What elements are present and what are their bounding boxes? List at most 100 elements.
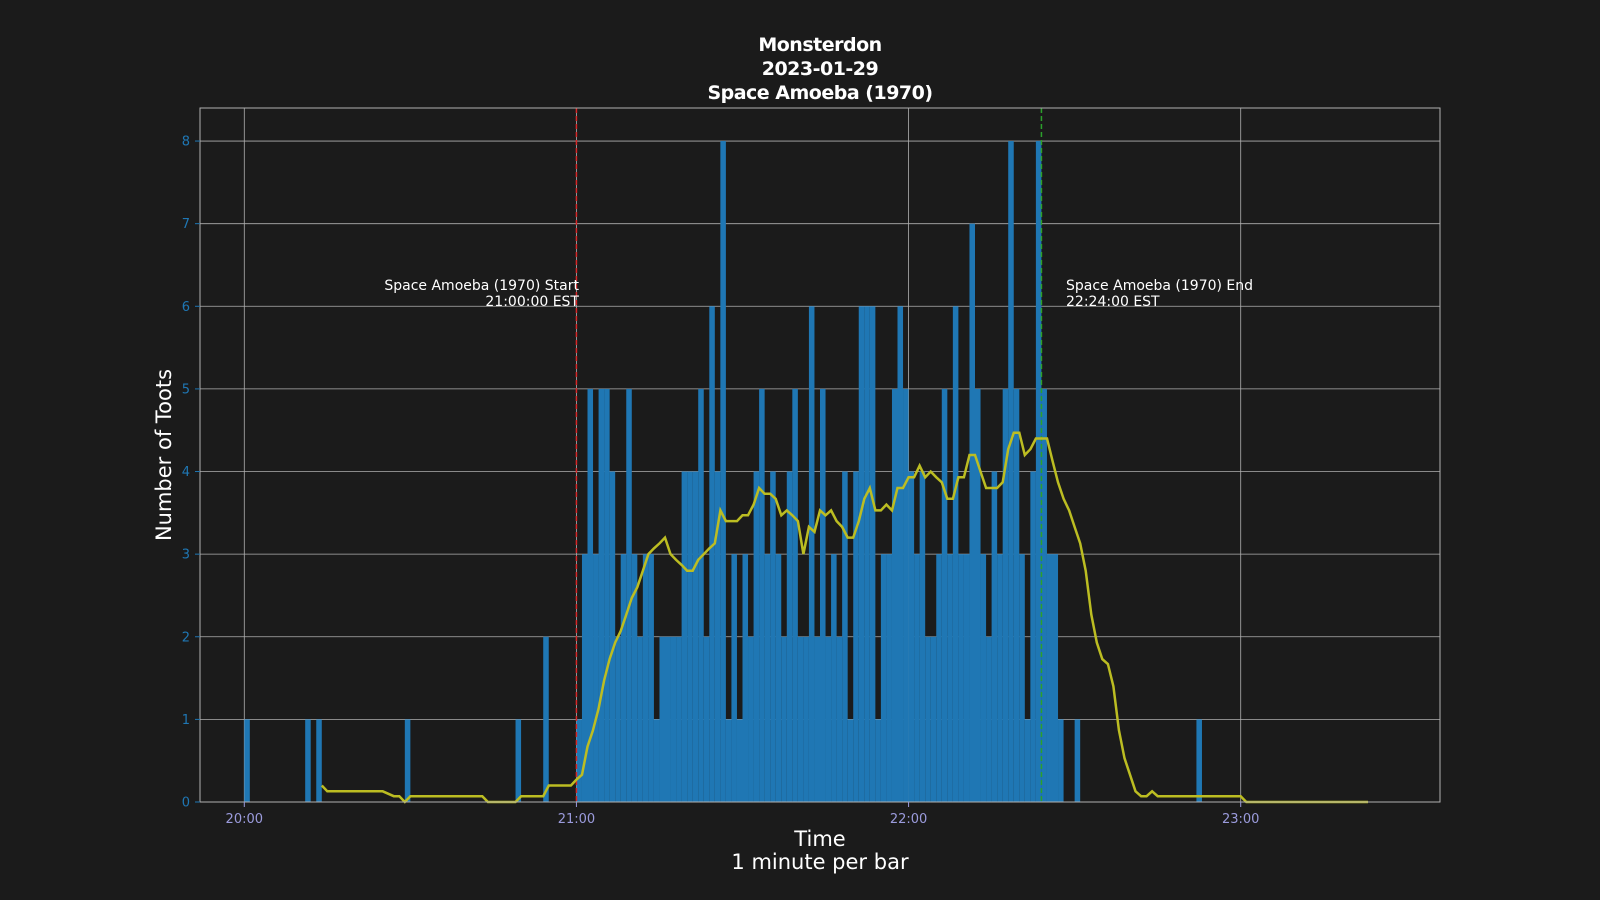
bar: [681, 471, 688, 802]
event-lines: [575, 108, 1043, 802]
bar: [687, 471, 693, 802]
bar: [1008, 141, 1014, 803]
bar: [853, 471, 859, 802]
rolling-average-line: [320, 431, 1368, 804]
bar: [930, 636, 937, 802]
bar: [775, 554, 782, 802]
bar: [648, 554, 654, 802]
bar: [316, 719, 322, 802]
bar: [753, 471, 760, 802]
rolling-average-series: [320, 431, 1368, 804]
bar: [925, 636, 931, 802]
bar: [742, 554, 749, 802]
bar: [404, 719, 411, 802]
y-tick-label: 0: [182, 796, 190, 811]
y-tick-label: 3: [182, 548, 190, 563]
bar: [831, 554, 837, 802]
y-tick-label: 2: [182, 630, 190, 645]
bar: [1035, 141, 1042, 803]
x-tick-label: 23:00: [1222, 812, 1259, 827]
end-annotation-line-1: Space Amoeba (1970) End: [1066, 278, 1253, 294]
x-tick-label: 22:00: [890, 812, 927, 827]
bar: [825, 636, 832, 802]
bar: [604, 388, 610, 802]
bar: [748, 636, 754, 802]
start-annotation-line-2: 21:00:00 EST: [485, 294, 579, 310]
bar: [897, 306, 904, 802]
bar: [665, 636, 671, 802]
bar: [786, 471, 793, 802]
bar: [576, 719, 582, 802]
bar: [963, 554, 970, 802]
plot-frame: [199, 107, 1441, 803]
x-axis-label-line-1: Time: [793, 827, 845, 851]
bar: [543, 636, 549, 802]
bar: [703, 636, 710, 802]
bar: [903, 388, 909, 802]
bar: [659, 636, 665, 802]
bar: [908, 471, 915, 802]
bar: [997, 554, 1003, 802]
bar: [919, 471, 926, 802]
bar: [620, 554, 627, 802]
bar: [698, 388, 704, 802]
bar: [1019, 554, 1025, 802]
bar: [880, 554, 887, 802]
x-tick-label: 21:00: [558, 812, 595, 827]
bar: [941, 388, 948, 802]
end-annotation-line-2: 22:24:00 EST: [1066, 294, 1160, 310]
bar: [1046, 554, 1053, 802]
bar: [1074, 719, 1081, 802]
bar: [1196, 719, 1202, 802]
bar: [781, 636, 787, 802]
bar: [1052, 554, 1059, 802]
bar: [720, 141, 726, 803]
bar: [1013, 388, 1020, 802]
bar: [958, 554, 964, 802]
bar: [653, 719, 660, 802]
y-axis-ticks: 0 1 2 3 4 5 6 7 8: [182, 135, 200, 811]
bar: [969, 223, 975, 802]
y-tick-label: 7: [182, 217, 190, 232]
bar: [936, 554, 942, 802]
bar: [1002, 388, 1009, 802]
bar: [847, 719, 854, 802]
bar: [1058, 719, 1064, 802]
bar: [731, 554, 737, 802]
x-tick-label: 20:00: [226, 812, 263, 827]
bar: [891, 388, 898, 802]
bar: [764, 554, 771, 802]
bar: [515, 719, 522, 802]
bar: [803, 636, 809, 802]
y-tick-label: 1: [182, 713, 190, 728]
bar: [581, 554, 588, 802]
bar: [814, 636, 820, 802]
y-tick-label: 4: [182, 465, 190, 480]
bar: [631, 554, 638, 802]
bar: [986, 636, 992, 802]
bar: [797, 636, 804, 802]
title-line-1: Monsterdon: [758, 34, 881, 56]
bar: [792, 388, 798, 802]
bar: [975, 388, 981, 802]
y-tick-label: 5: [182, 382, 190, 397]
bar: [637, 636, 643, 802]
bar: [858, 306, 865, 802]
bar: [736, 719, 743, 802]
title-line-2: 2023-01-29: [762, 58, 879, 80]
y-axis-label: Number of Toots: [152, 369, 176, 541]
bar: [714, 471, 721, 802]
title-line-3: Space Amoeba (1970): [707, 82, 932, 104]
bar: [980, 554, 987, 802]
bar: [244, 719, 250, 802]
bar: [770, 471, 776, 802]
start-annotation-line-1: Space Amoeba (1970) Start: [384, 278, 579, 294]
y-tick-label: 6: [182, 300, 190, 315]
bar: [1024, 719, 1031, 802]
bar: [869, 306, 876, 802]
bar: [914, 554, 920, 802]
bar: [587, 388, 594, 802]
x-axis-label-line-2: 1 minute per bar: [731, 850, 909, 874]
bar: [1030, 471, 1036, 802]
